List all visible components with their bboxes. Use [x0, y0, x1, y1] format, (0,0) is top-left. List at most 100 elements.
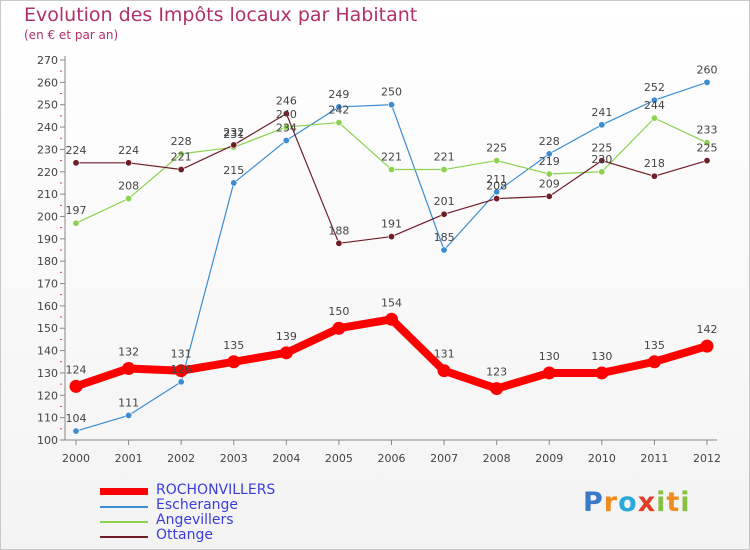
- y-tick-label: 200: [37, 210, 58, 223]
- data-point: [598, 121, 606, 129]
- data-label: 191: [381, 218, 402, 231]
- data-point: [700, 339, 714, 353]
- data-point: [122, 361, 136, 375]
- legend-item[interactable]: Escherange: [100, 497, 400, 514]
- data-point: [230, 179, 238, 187]
- x-tick-label: 2009: [535, 452, 563, 465]
- legend-label: Ottange: [156, 527, 213, 543]
- data-label: 241: [591, 106, 612, 119]
- data-label: 242: [328, 104, 349, 117]
- data-point: [387, 166, 395, 174]
- y-tick-label: 100: [37, 434, 58, 447]
- data-point: [125, 195, 133, 203]
- data-point: [490, 382, 504, 396]
- chart-subtitle: (en € et par an): [24, 28, 119, 42]
- data-label: 131: [171, 348, 192, 361]
- y-tick-label: 210: [37, 188, 58, 201]
- legend-swatch: [100, 506, 148, 508]
- x-tick-label: 2005: [325, 452, 353, 465]
- data-point: [72, 427, 80, 435]
- data-label: 249: [328, 88, 349, 101]
- data-point: [387, 101, 395, 109]
- data-point: [282, 110, 290, 118]
- logo-letter: o: [618, 487, 638, 518]
- data-label: 231: [223, 128, 244, 141]
- data-point: [335, 119, 343, 127]
- data-point: [125, 159, 133, 167]
- data-point: [177, 378, 185, 386]
- data-label: 126: [171, 363, 192, 376]
- data-label: 208: [118, 180, 139, 193]
- logo-letter: x: [637, 487, 657, 518]
- y-tick-label: 230: [37, 143, 58, 156]
- data-label: 224: [118, 144, 139, 157]
- data-point: [125, 411, 133, 419]
- data-label: 240: [276, 108, 297, 121]
- data-point: [703, 78, 711, 86]
- data-label: 225: [486, 142, 507, 155]
- data-point: [545, 170, 553, 178]
- data-point: [230, 141, 238, 149]
- data-point: [595, 366, 609, 380]
- data-point: [279, 346, 293, 360]
- legend-item[interactable]: Angevillers: [100, 512, 400, 529]
- data-point: [650, 96, 658, 104]
- y-tick-label: 260: [37, 76, 58, 89]
- data-label: 135: [644, 339, 665, 352]
- data-point: [493, 188, 501, 196]
- data-point: [385, 312, 398, 326]
- logo-letter: i: [656, 487, 667, 518]
- legend-swatch: [100, 521, 148, 523]
- legend-swatch: [100, 536, 148, 538]
- data-label: 228: [539, 135, 560, 148]
- chart-title: Evolution des Impôts locaux par Habitant: [24, 4, 418, 26]
- data-point: [545, 192, 553, 200]
- data-point: [647, 355, 661, 369]
- data-label: 232: [223, 126, 244, 139]
- data-label: 252: [644, 81, 665, 94]
- x-tick-label: 2000: [62, 452, 90, 465]
- y-tick-label: 170: [37, 278, 58, 291]
- x-tick-label: 2010: [588, 452, 616, 465]
- data-label: 123: [486, 366, 507, 379]
- data-point: [72, 219, 80, 227]
- data-label: 201: [434, 195, 455, 208]
- data-label: 209: [539, 177, 560, 190]
- data-point: [437, 364, 451, 378]
- data-point: [598, 157, 606, 165]
- y-tick-label: 220: [37, 166, 58, 179]
- legend-label: ROCHONVILLERS: [156, 482, 276, 498]
- data-label: 131: [434, 348, 455, 361]
- data-label: 234: [276, 121, 297, 134]
- legend-item[interactable]: Ottange: [100, 527, 400, 544]
- data-label: 221: [434, 151, 455, 164]
- y-tick-label: 180: [37, 255, 58, 268]
- data-point: [703, 157, 711, 165]
- data-label: 225: [697, 142, 718, 155]
- data-label: 246: [276, 95, 297, 108]
- x-tick-label: 2011: [640, 452, 668, 465]
- data-label: 139: [276, 330, 297, 343]
- data-point: [177, 166, 185, 174]
- logo-letter: t: [666, 487, 681, 518]
- data-label: 130: [591, 350, 612, 363]
- y-tick-label: 120: [37, 389, 58, 402]
- data-point: [227, 355, 241, 369]
- legend: ROCHONVILLERS Escherange Angevillers Ott…: [100, 482, 400, 544]
- y-tick-label: 250: [37, 99, 58, 112]
- logo-letter: r: [603, 487, 619, 518]
- data-label: 130: [539, 350, 560, 363]
- data-label: 208: [486, 180, 507, 193]
- logo-letter: i: [680, 487, 691, 518]
- x-tick-label: 2007: [430, 452, 458, 465]
- data-point: [545, 150, 553, 158]
- data-label: 220: [591, 153, 612, 166]
- data-label: 228: [171, 135, 192, 148]
- data-point: [440, 210, 448, 218]
- legend-item[interactable]: ROCHONVILLERS: [100, 482, 400, 499]
- data-label: 188: [328, 224, 349, 237]
- y-tick-label: 160: [37, 300, 58, 313]
- data-label: 244: [644, 99, 665, 112]
